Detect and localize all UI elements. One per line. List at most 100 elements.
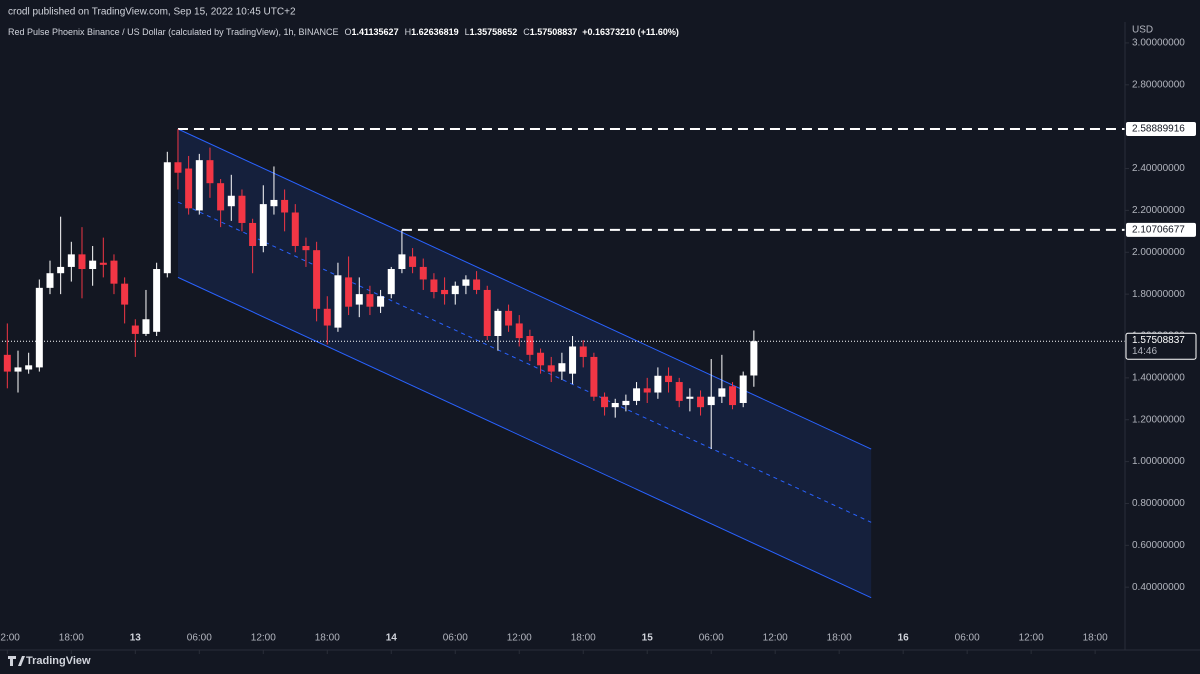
candle-body	[505, 310, 513, 326]
candle-body	[163, 162, 171, 274]
candle-body	[217, 183, 225, 211]
candle-body	[89, 260, 97, 270]
symbol-legend: Red Pulse Phoenix Binance / US Dollar (c…	[8, 27, 679, 37]
candle-body	[345, 277, 353, 307]
ohlc-value: 1.35758652	[470, 27, 518, 37]
candle-body	[377, 296, 385, 307]
candle-body	[675, 382, 683, 401]
publisher-note: crodl published on TradingView.com, Sep …	[8, 7, 296, 18]
candle-body	[547, 365, 555, 372]
candle-body	[153, 269, 161, 332]
y-tick-label: 0.80000000	[1132, 498, 1185, 509]
candle-body	[323, 308, 331, 326]
ohlc-key: H	[405, 27, 412, 37]
candle-body	[131, 325, 139, 334]
ohlc-key: O	[345, 27, 352, 37]
y-unit: USD	[1132, 25, 1153, 36]
x-tick-label: 12:00	[507, 633, 532, 644]
candle-body	[451, 285, 459, 295]
x-tick-label: 13	[130, 633, 142, 644]
x-tick-label: 15	[642, 633, 654, 644]
level-label: 2.58889916	[1132, 124, 1185, 135]
candle-body	[302, 245, 310, 251]
level-label: 2.10706677	[1132, 224, 1185, 235]
candle-body	[515, 323, 523, 339]
candle-body	[46, 273, 54, 288]
candle-body	[601, 396, 609, 408]
last-price-label: 1.57508837	[1132, 335, 1185, 346]
candle-body	[366, 294, 374, 307]
ohlc-value: 1.62636819	[411, 27, 459, 37]
candle-body	[57, 266, 65, 274]
candle-body	[398, 254, 406, 270]
change: +0.16373210 (+11.60%)	[582, 27, 679, 37]
candle-body	[537, 352, 545, 366]
candle-body	[355, 294, 363, 305]
ohlc-key: L	[465, 27, 470, 37]
candle-body	[473, 279, 481, 290]
candle-body	[697, 396, 705, 408]
candle-body	[142, 319, 150, 334]
candle-body	[622, 400, 630, 406]
channel-upper	[177, 128, 872, 450]
y-tick-label: 3.00000000	[1132, 38, 1185, 49]
x-tick-label: 12:00	[763, 633, 788, 644]
x-tick-label: 12:00	[1019, 633, 1044, 644]
x-tick-label: 06:00	[955, 633, 980, 644]
candle-body	[750, 341, 758, 376]
candle-body	[409, 256, 417, 267]
candle-body	[739, 375, 747, 403]
candle-body	[558, 363, 566, 372]
candle-body	[206, 160, 214, 184]
candle-body	[313, 250, 321, 309]
countdown: 14:46	[1132, 346, 1157, 357]
candle-body	[25, 365, 33, 370]
candle-body	[110, 260, 118, 284]
candle-body	[78, 254, 86, 270]
y-tick-label: 0.60000000	[1132, 540, 1185, 551]
x-tick-label: 14	[386, 633, 398, 644]
x-tick-label: 06:00	[187, 633, 212, 644]
footer-logo: TradingView	[8, 655, 91, 667]
channel-fill	[177, 128, 872, 598]
ohlc-value: 1.41135627	[352, 27, 399, 37]
x-tick-label: 06:00	[443, 633, 468, 644]
candle-body	[643, 388, 651, 393]
x-tick-label: 18:00	[827, 633, 852, 644]
candle-body	[526, 336, 534, 355]
candle-body	[334, 275, 342, 328]
candle-body	[14, 367, 22, 372]
candle-body	[419, 266, 427, 280]
candle-body	[579, 346, 587, 357]
y-tick-label: 2.80000000	[1132, 79, 1185, 90]
candle-body	[611, 402, 619, 408]
y-tick-label: 2.20000000	[1132, 205, 1185, 216]
candle-body	[99, 262, 107, 265]
level-label-box	[1126, 121, 1196, 136]
candle-body	[270, 199, 278, 207]
y-tick-label: 1.80000000	[1132, 289, 1185, 300]
candle-body	[483, 289, 491, 336]
candle-body	[259, 204, 267, 246]
x-tick-label: 18:00	[571, 633, 596, 644]
x-tick-label: 06:00	[699, 633, 724, 644]
x-tick-label: 16	[898, 633, 910, 644]
last-price-box	[1125, 332, 1197, 360]
candle-body	[633, 388, 641, 401]
candle-body	[718, 388, 726, 397]
y-tick-label: 1.40000000	[1132, 373, 1185, 384]
ohlc-value: 1.57508837	[530, 27, 578, 37]
candle-body	[185, 168, 193, 209]
x-tick-label: 12:00	[251, 633, 276, 644]
candle-body	[569, 346, 577, 374]
y-tick-label: 0.40000000	[1132, 582, 1185, 593]
x-tick-label: 18:00	[59, 633, 84, 644]
candle-body	[654, 375, 662, 393]
y-tick-label: 2.40000000	[1132, 163, 1185, 174]
x-tick-label: 18:00	[1083, 633, 1108, 644]
candle-body	[387, 269, 395, 295]
x-tick-label: 12:00	[0, 633, 20, 644]
candle-body	[707, 396, 715, 406]
channel-lower	[177, 276, 872, 599]
